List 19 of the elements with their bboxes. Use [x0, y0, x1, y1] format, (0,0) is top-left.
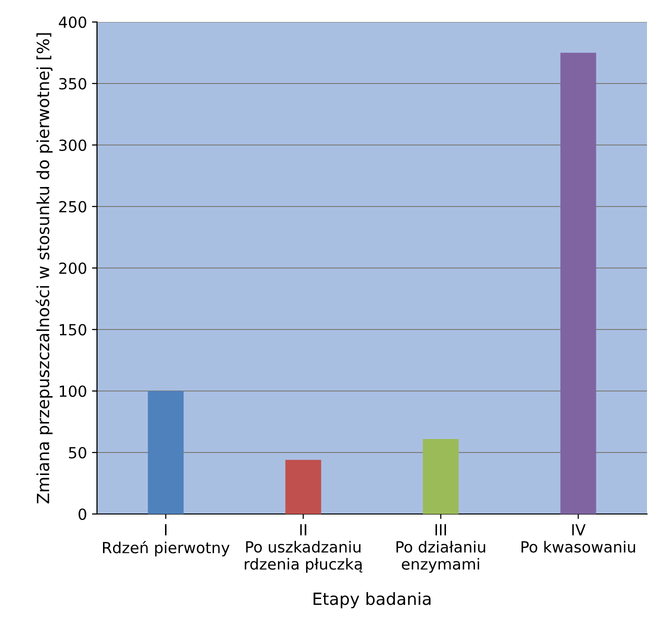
y-tick-label: 250: [59, 200, 86, 213]
y-tick-label: 150: [60, 324, 86, 336]
x-tick-label: III Po działaniu enzymami: [396, 524, 486, 573]
x-tick-label: IV Po kwasowaniu: [522, 524, 636, 553]
bar: [422, 438, 459, 514]
bar: [285, 460, 322, 514]
y-tick-label: 350: [59, 78, 86, 90]
y-tick-label: 300: [59, 139, 86, 152]
y-tick-label: 100: [60, 385, 86, 398]
bar: [560, 52, 596, 514]
bar: [148, 391, 184, 514]
y-tick-label: 200: [59, 262, 86, 274]
y-tick-label: 400: [58, 16, 86, 28]
x-tick-label: I Rdzeń pierwotny: [103, 524, 230, 556]
y-tick-label: 50: [69, 446, 86, 459]
y-tick-label: 0: [78, 508, 86, 520]
x-axis-title: Etapy badania: [314, 592, 430, 608]
x-tick-label: II Po uszkadzaniu rdzenia płuczką: [244, 524, 362, 573]
y-axis-title: Zmiana przepuszczalności w stosunku do pierwotnej [%]: [36, 33, 53, 504]
